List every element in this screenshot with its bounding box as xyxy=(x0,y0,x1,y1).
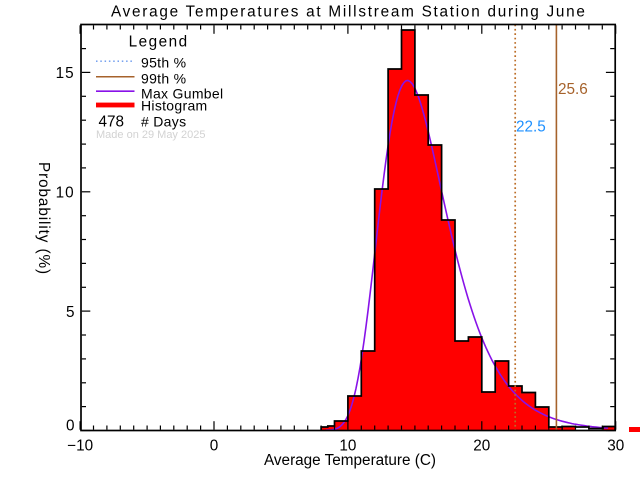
svg-text:20: 20 xyxy=(473,438,490,455)
svg-text:22.5: 22.5 xyxy=(516,119,546,136)
svg-text:15: 15 xyxy=(56,65,75,82)
svg-text:Made on 29 May 2025: Made on 29 May 2025 xyxy=(96,129,205,141)
svg-text:10: 10 xyxy=(56,185,75,202)
svg-text:30: 30 xyxy=(607,438,624,455)
svg-text:Average Temperatures at Millst: Average Temperatures at Millstream Stati… xyxy=(111,3,587,20)
svg-text:0: 0 xyxy=(210,438,219,455)
svg-text:5: 5 xyxy=(66,304,75,321)
svg-text:Average Temperature (C): Average Temperature (C) xyxy=(264,452,436,469)
svg-text:Probability (%): Probability (%) xyxy=(35,162,52,275)
svg-text:25.6: 25.6 xyxy=(558,81,588,98)
svg-text:95th %: 95th % xyxy=(141,54,186,70)
svg-text:−10: −10 xyxy=(67,438,93,455)
svg-text:# Days: # Days xyxy=(141,114,186,130)
svg-text:10: 10 xyxy=(339,438,356,455)
svg-text:0: 0 xyxy=(66,418,75,435)
svg-text:Max Gumbel: Max Gumbel xyxy=(141,85,223,101)
svg-text:Histogram: Histogram xyxy=(141,97,208,113)
svg-text:Legend: Legend xyxy=(129,34,189,51)
svg-text:99th %: 99th % xyxy=(141,71,186,87)
svg-text:478: 478 xyxy=(99,114,125,131)
